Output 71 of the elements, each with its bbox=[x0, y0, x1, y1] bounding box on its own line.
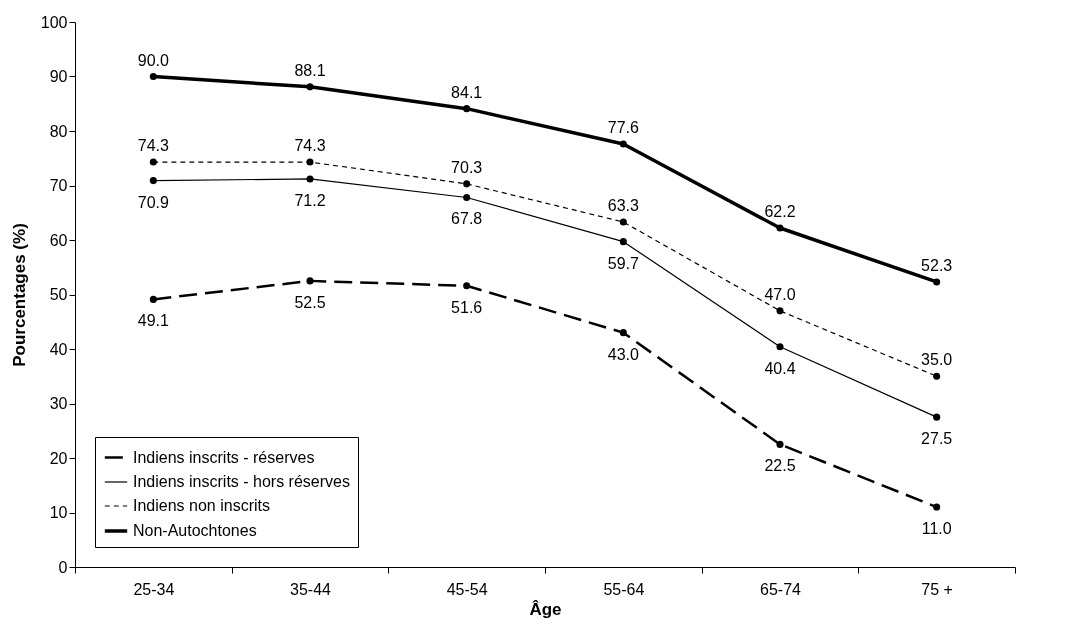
data-label: 35.0 bbox=[921, 351, 953, 369]
data-label: 59.7 bbox=[607, 254, 640, 272]
x-tick-label: 55-64 bbox=[603, 580, 645, 598]
data-label: 84.1 bbox=[451, 83, 483, 101]
point bbox=[306, 175, 314, 183]
data-label: 52.5 bbox=[294, 293, 326, 311]
point bbox=[776, 440, 784, 448]
point bbox=[933, 372, 941, 380]
legend-label: Indiens non inscrits bbox=[133, 497, 270, 514]
point bbox=[619, 218, 627, 226]
point bbox=[933, 278, 941, 286]
y-tick-label: 30 bbox=[49, 395, 68, 412]
point bbox=[306, 83, 314, 91]
y-tick-label: 70 bbox=[49, 177, 68, 194]
point bbox=[149, 158, 157, 166]
x-tick-label: 75 + bbox=[921, 580, 953, 598]
data-label: 74.3 bbox=[137, 137, 170, 155]
legend-label: Indiens inscrits - réserves bbox=[133, 448, 315, 466]
point bbox=[149, 177, 157, 185]
y-tick-label: 60 bbox=[49, 231, 68, 249]
data-label: 63.3 bbox=[607, 197, 640, 215]
y-tick-label: 100 bbox=[40, 13, 68, 31]
y-tick-label: 40 bbox=[49, 340, 68, 358]
point bbox=[463, 180, 471, 188]
legend-label: Non-Autochtones bbox=[133, 522, 257, 539]
data-label: 70.9 bbox=[137, 193, 170, 211]
data-label: 74.3 bbox=[294, 137, 326, 155]
point bbox=[463, 282, 471, 290]
point bbox=[619, 238, 627, 246]
y-tick-label: 20 bbox=[49, 449, 68, 467]
point bbox=[619, 140, 627, 148]
data-label: 27.5 bbox=[921, 430, 953, 448]
y-tick-label: 90 bbox=[49, 68, 68, 85]
data-label: 40.4 bbox=[764, 359, 796, 377]
data-label: 22.5 bbox=[764, 457, 796, 475]
x-tick-label: 35-44 bbox=[290, 580, 332, 598]
y-tick-label: 80 bbox=[49, 122, 68, 140]
data-label: 52.3 bbox=[921, 256, 953, 274]
point bbox=[306, 277, 314, 285]
y-axis-title: Pourcentages (%) bbox=[9, 223, 29, 367]
data-label: 71.2 bbox=[294, 191, 326, 209]
point bbox=[776, 343, 784, 351]
y-tick-label: 0 bbox=[58, 558, 68, 576]
data-label: 67.8 bbox=[451, 210, 483, 228]
x-tick-label: 45-54 bbox=[446, 580, 488, 598]
legend-label: Indiens inscrits - hors réserves bbox=[133, 473, 350, 490]
data-label: 47.0 bbox=[764, 285, 796, 303]
point bbox=[776, 224, 784, 232]
point bbox=[149, 295, 157, 303]
point bbox=[463, 105, 471, 113]
data-label: 77.6 bbox=[607, 119, 640, 137]
x-tick-label: 25-34 bbox=[133, 580, 175, 598]
data-label: 11.0 bbox=[921, 520, 952, 538]
point bbox=[149, 72, 157, 81]
data-label: 49.1 bbox=[137, 312, 170, 330]
data-label: 43.0 bbox=[607, 345, 640, 363]
y-tick-label: 50 bbox=[49, 286, 68, 303]
data-label: 51.6 bbox=[451, 298, 483, 316]
data-label: 70.3 bbox=[451, 158, 483, 176]
point bbox=[933, 503, 941, 511]
point bbox=[776, 307, 784, 315]
point bbox=[619, 329, 627, 337]
data-label: 88.1 bbox=[294, 61, 326, 79]
x-axis-title: Âge bbox=[529, 599, 562, 619]
point bbox=[306, 158, 314, 166]
data-label: 90.0 bbox=[137, 51, 170, 69]
y-tick-label: 10 bbox=[49, 504, 68, 521]
point bbox=[933, 413, 941, 421]
x-tick-label: 65-74 bbox=[760, 580, 802, 598]
data-label: 62.2 bbox=[764, 203, 796, 221]
point bbox=[463, 193, 471, 202]
